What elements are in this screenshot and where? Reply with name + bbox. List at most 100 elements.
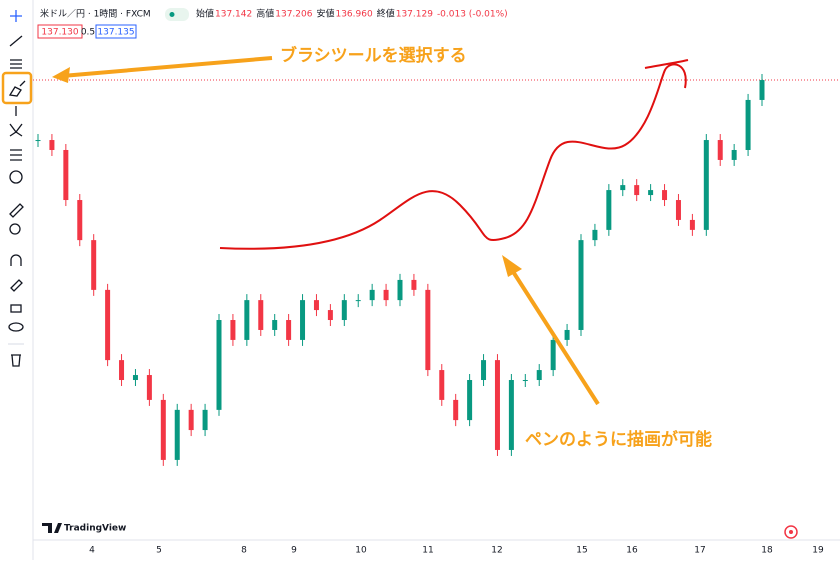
annotation-pen: ペンのように描画が可能: [525, 429, 712, 450]
candle-body: [411, 279, 417, 290]
x-tick-label: 10: [355, 546, 367, 556]
candle-body: [522, 380, 528, 382]
candle-body: [63, 149, 69, 201]
candle-body: [508, 380, 514, 450]
arrow: [61, 56, 273, 78]
delete-tool[interactable]: [11, 354, 21, 367]
candle-body: [230, 320, 236, 340]
candle-body: [258, 300, 264, 330]
candle-body: [467, 380, 473, 421]
candle-body: [425, 289, 431, 371]
stat-label: 安値: [316, 8, 334, 20]
x-tick-label: 5: [156, 546, 162, 556]
candle-body: [49, 140, 55, 150]
candle-body: [397, 279, 403, 301]
crosshair-tool[interactable]: [10, 10, 22, 22]
tradingview-logo: TradingView: [42, 523, 126, 534]
candle-body: [188, 409, 194, 431]
candle-body: [91, 240, 97, 290]
stat-value: 137.129: [396, 10, 433, 20]
zoom-tool[interactable]: [9, 223, 21, 235]
arrowhead: [502, 255, 522, 277]
pattern-tool[interactable]: [9, 123, 23, 137]
measure-tool[interactable]: [9, 203, 24, 218]
stat-label: 始値: [196, 8, 214, 20]
candle-body: [160, 399, 166, 460]
x-tick-label: 12: [491, 546, 502, 556]
symbol: 米ドル／円 · 1時間 · FXCM: [40, 8, 151, 20]
toolbar: [1, 10, 33, 367]
candle-body: [634, 185, 640, 196]
candle-body: [536, 370, 542, 381]
bid-box[interactable]: [37, 24, 83, 39]
arrow: [510, 268, 600, 406]
candle-body: [355, 300, 361, 302]
candle-body: [300, 300, 306, 340]
go-to-realtime-dot: [789, 530, 793, 534]
candle-body: [717, 140, 723, 160]
stat-value: 136.960: [335, 10, 372, 20]
market-status: [165, 8, 189, 21]
stat-value: 137.206: [275, 10, 312, 20]
brush-tool-highlight[interactable]: [1, 71, 33, 105]
candle-body: [689, 219, 695, 230]
candle-body: [648, 190, 654, 196]
candle-body: [105, 289, 111, 361]
x-tick-label: 8: [241, 546, 247, 556]
ask-box[interactable]: [95, 24, 137, 39]
fib-tool[interactable]: [10, 59, 22, 69]
brush-tool[interactable]: [8, 80, 26, 97]
x-tick-label: 11: [422, 546, 433, 556]
candle-body: [578, 240, 584, 330]
brush-drawing: [219, 59, 689, 250]
x-tick-label: 9: [291, 546, 297, 556]
candle-body: [703, 140, 709, 230]
logo-text: TradingView: [64, 524, 126, 534]
arrowhead: [52, 67, 70, 83]
candle-body: [759, 80, 765, 100]
x-tick-label: 19: [812, 546, 824, 556]
candle-body: [146, 375, 152, 400]
draw-mode-tool[interactable]: [10, 279, 23, 292]
magnet-tool[interactable]: [10, 254, 22, 266]
change: -0.013 (-0.01%): [437, 10, 508, 20]
x-tick-label: 16: [626, 546, 638, 556]
candle-body: [119, 360, 125, 381]
candle-body: [313, 300, 319, 311]
header: 米ドル／円 · 1時間 · FXCM 137.130 0.5 137.135 始…: [37, 8, 508, 39]
candle-body: [35, 140, 41, 142]
bid-price: 137.130: [41, 28, 78, 38]
x-tick-label: 15: [576, 546, 587, 556]
go-to-realtime[interactable]: [784, 525, 798, 539]
candle-body: [174, 409, 180, 460]
ask-price: 137.135: [97, 28, 134, 38]
prediction-tool[interactable]: [10, 149, 22, 161]
visibility-tool[interactable]: [8, 322, 24, 332]
x-tick-label: 18: [761, 546, 773, 556]
line-tool[interactable]: [9, 35, 23, 47]
annotation-tool: ブラシツールを選択する: [280, 45, 467, 66]
candle-body: [745, 99, 751, 150]
candle-body: [592, 229, 598, 241]
lock-tool[interactable]: [10, 304, 22, 313]
candle-body: [202, 409, 208, 431]
candle-body: [77, 200, 83, 241]
candle-body: [439, 370, 445, 400]
candle-body: [272, 320, 278, 330]
candle-body: [244, 300, 250, 340]
candle-body: [481, 360, 487, 381]
candle-body: [341, 300, 347, 321]
candle-body: [132, 375, 138, 381]
candle-body: [453, 399, 459, 421]
candle-body: [494, 360, 500, 450]
stat-label: 高値: [256, 8, 274, 20]
x-tick-label: 4: [89, 546, 95, 556]
stat-value: 137.142: [215, 10, 252, 20]
candle-body: [383, 289, 389, 301]
candle-body: [731, 149, 737, 160]
candle-body: [620, 185, 626, 191]
stat-label: 終値: [377, 8, 395, 20]
candle-body: [606, 190, 612, 230]
icon-tool[interactable]: [9, 170, 23, 184]
